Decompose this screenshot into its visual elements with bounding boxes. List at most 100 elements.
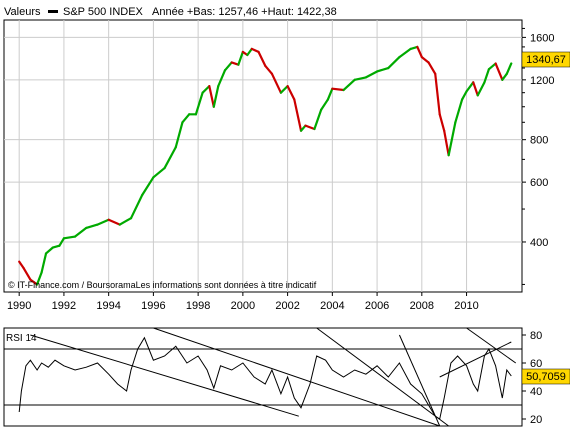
price-segment (279, 85, 289, 94)
last-price-badge: 1340,67 (521, 51, 570, 68)
rsi-panel: RSI 14 20 40 60 80 (3, 327, 542, 427)
price-segment (29, 278, 39, 286)
price-segment (313, 108, 323, 131)
rsi-y-tick-label: 60 (530, 358, 542, 370)
index-name: S&P 500 INDEX (63, 6, 144, 18)
x-tick-label: 2008 (410, 300, 434, 312)
y-tick-label: 1200 (530, 75, 554, 87)
rsi-value-badge: 50,7059 (521, 368, 570, 385)
price-segment (96, 218, 110, 226)
price-segment (416, 45, 423, 59)
y-tick-label: 800 (530, 135, 548, 147)
x-tick-label: 1998 (186, 300, 210, 312)
price-segment (438, 113, 446, 132)
price-y-axis: 400 600 800 1200 1600 (522, 27, 554, 285)
price-segment (107, 218, 121, 226)
x-tick-label: 2002 (275, 300, 299, 312)
last-price-label: 1340,67 (526, 54, 566, 66)
price-segment (174, 121, 184, 149)
series-legend-swatch (48, 10, 58, 13)
price-segment (286, 85, 296, 101)
price-segment (44, 246, 54, 255)
price-segment (434, 72, 441, 116)
price-segment (264, 64, 274, 75)
rsi-y-tick-label: 40 (530, 386, 542, 398)
price-segment (58, 237, 66, 247)
price-segment (420, 55, 430, 64)
x-tick-label: 1994 (96, 300, 120, 312)
rsi-title: RSI 14 (6, 333, 37, 344)
price-segment (505, 62, 513, 75)
price-segment (342, 78, 356, 92)
x-tick-label: 2006 (365, 300, 389, 312)
price-segment (18, 260, 25, 270)
rsi-y-tick-label: 80 (530, 330, 542, 342)
price-segment (51, 244, 61, 249)
rsi-trendline (316, 327, 449, 427)
price-panel: 400 600 800 1200 1600 1990 1992 1994 1996 1998 20… (3, 19, 554, 312)
price-segment (201, 85, 211, 94)
valeurs-label: Valeurs (4, 6, 41, 18)
price-segment (465, 81, 475, 93)
price-segment (163, 146, 177, 170)
range-text: Année +Bas: 1257,46 +Haut: 1422,38 (152, 6, 337, 18)
price-segment (208, 85, 215, 108)
price-segment (427, 61, 437, 75)
x-tick-label: 2000 (231, 300, 255, 312)
price-segment (483, 68, 491, 84)
rsi-value-label: 50,7059 (526, 371, 566, 383)
price-segment (118, 217, 133, 226)
price-segment (237, 50, 244, 66)
price-grid (4, 20, 522, 292)
rsi-trendlines (30, 327, 517, 427)
price-segment (320, 98, 329, 111)
rsi-trendline (439, 341, 512, 378)
price-segment (398, 47, 412, 59)
price-segment (212, 85, 220, 108)
x-tick-label: 2004 (320, 300, 344, 312)
price-segment (375, 66, 390, 73)
rsi-trendline (398, 334, 441, 427)
price-segment (74, 226, 88, 238)
price-segment (257, 50, 267, 67)
price-segment (364, 70, 379, 79)
price-segment (40, 252, 48, 274)
price-segment (62, 235, 77, 240)
price-segment (129, 193, 144, 220)
price-segment (447, 121, 457, 157)
rsi-line (18, 336, 512, 420)
price-series (18, 45, 513, 286)
price-segment (304, 124, 316, 131)
x-tick-label: 1990 (7, 300, 31, 312)
y-tick-label: 600 (530, 177, 548, 189)
price-segment (246, 47, 253, 57)
price-segment (85, 223, 99, 230)
price-panel-frame (3, 19, 523, 293)
price-x-axis: 1990 1992 1994 1996 1998 2000 2002 2004 2006 2008… (7, 292, 479, 312)
price-segment (181, 113, 191, 124)
price-segment (472, 81, 479, 97)
x-tick-label: 2010 (454, 300, 478, 312)
price-segment (487, 62, 497, 71)
rsi-y-axis: 20 40 60 80 (522, 330, 542, 426)
rsi-series (18, 336, 512, 420)
x-tick-label: 1992 (52, 300, 76, 312)
price-segment (501, 72, 508, 81)
price-segment (223, 61, 233, 72)
price-segment (35, 271, 43, 286)
price-segment (22, 267, 32, 281)
x-tick-label: 1996 (141, 300, 165, 312)
price-segment (387, 55, 401, 70)
price-segment (194, 91, 204, 116)
price-segment (270, 72, 282, 94)
price-segment (250, 47, 260, 54)
price-segment (443, 129, 450, 157)
price-segment (476, 81, 486, 97)
price-segment (326, 87, 334, 101)
price-segment (494, 62, 504, 81)
y-tick-label: 400 (530, 237, 548, 249)
price-segment (230, 61, 240, 66)
last-price-badge-bg (521, 51, 570, 68)
rsi-trendline (153, 327, 440, 427)
